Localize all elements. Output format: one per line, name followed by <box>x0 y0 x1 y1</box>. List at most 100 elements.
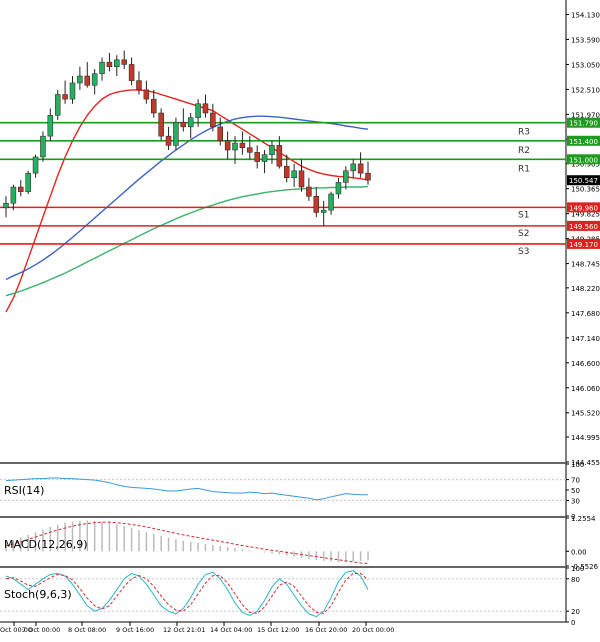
candle-up <box>187 117 194 128</box>
candle-down <box>357 163 364 174</box>
level-tag-bg <box>567 220 600 231</box>
candle-down <box>136 80 142 91</box>
candle-down <box>217 126 223 142</box>
sub-y-tick-label: 1.2554 <box>571 515 596 523</box>
candle-up <box>335 182 342 195</box>
candle-up <box>54 94 61 116</box>
x-tick-label: 8 Oct 08:00 <box>68 626 106 634</box>
x-tick-label: 12 Oct 21:01 <box>163 626 205 634</box>
candle-down <box>224 140 231 151</box>
candle-down <box>306 186 312 197</box>
sub-y-tick-label: 20 <box>571 608 580 616</box>
y-tick-label: 146.600 <box>571 360 600 368</box>
rsi-title: RSI(14) <box>4 484 44 497</box>
y-tick-label: 144.455 <box>571 459 600 467</box>
candle-down <box>158 112 164 137</box>
candle-up <box>173 122 179 146</box>
level-tag-bg <box>567 135 600 146</box>
x-tick-label: 9 Oct 16:00 <box>116 626 154 634</box>
candle-up <box>291 170 297 179</box>
y-tick-label: 153.050 <box>571 61 600 69</box>
candle-down <box>239 142 246 148</box>
candle-up <box>261 154 268 162</box>
candle-up <box>114 59 120 68</box>
level-tag-label: 149.560 <box>569 223 598 231</box>
candle-up <box>40 135 46 158</box>
level-name-r2: R2 <box>518 146 530 156</box>
x-tick-label: Oct 00:00 <box>0 626 32 634</box>
x-tick-label: 15 Oct 12:00 <box>257 626 299 634</box>
level-tag-label: 149.170 <box>569 241 598 249</box>
candle-up <box>25 172 31 192</box>
stoch-signal-line <box>5 572 369 614</box>
candle-up <box>232 142 238 151</box>
candle-down <box>180 122 187 128</box>
y-tick-label: 150.905 <box>571 161 600 169</box>
level-name-s2: S2 <box>518 229 529 239</box>
ma-line-1 <box>5 89 369 313</box>
candle-down <box>202 103 209 114</box>
x-tick-label: 16 Oct 20:00 <box>305 626 347 634</box>
y-tick-label: 146.060 <box>571 385 600 393</box>
sub-y-tick-label: 100 <box>571 565 584 573</box>
candle-up <box>3 202 9 209</box>
candle-down <box>165 135 172 146</box>
candle-up <box>269 145 275 155</box>
candle-up <box>350 163 356 172</box>
level-name-s1: S1 <box>518 210 529 220</box>
level-tag-label: 151.000 <box>569 156 598 164</box>
candle-up <box>320 209 327 213</box>
y-tick-label: 149.825 <box>571 211 600 219</box>
macd-title: MACD(12,26,9) <box>4 538 88 551</box>
sub-y-tick-label: -0.5526 <box>571 563 599 571</box>
sub-y-tick-label: 70 <box>571 477 580 485</box>
candle-down <box>247 147 253 153</box>
y-tick-label: 144.995 <box>571 434 600 442</box>
candle-up <box>343 170 349 183</box>
candle-down <box>84 75 91 86</box>
candle-down <box>298 170 305 188</box>
candle-up <box>195 103 201 118</box>
candle-down <box>128 64 135 81</box>
candle-down <box>276 145 283 167</box>
candle-up <box>47 115 54 137</box>
level-name-s3: S3 <box>518 247 529 257</box>
candle-down <box>313 196 320 213</box>
sub-y-tick-label: 0 <box>571 513 575 521</box>
candle-down <box>151 98 157 114</box>
candle-down <box>143 89 150 100</box>
rsi-line <box>5 477 368 501</box>
level-name-r3: R3 <box>518 128 530 138</box>
level-tag-label: 151.400 <box>569 138 598 146</box>
candle-down <box>210 112 216 128</box>
candle-up <box>69 82 76 100</box>
y-tick-label: 145.520 <box>571 410 600 418</box>
x-tick-label: 20 Oct 00:00 <box>352 626 394 634</box>
candle-up <box>77 75 83 84</box>
y-tick-label: 153.590 <box>571 36 600 44</box>
candle-down <box>121 59 127 65</box>
candle-down <box>365 172 371 181</box>
y-tick-label: 147.140 <box>571 335 600 343</box>
candle-up <box>32 156 39 174</box>
last-price-tag <box>567 175 600 186</box>
level-tag-label: 151.790 <box>569 120 598 128</box>
candle-down <box>283 165 290 179</box>
y-tick-label: 150.365 <box>571 186 600 194</box>
level-tag-label: 149.960 <box>569 204 598 212</box>
macd-signal-line <box>5 521 369 564</box>
candle-down <box>106 61 113 68</box>
x-tick-label: 14 Oct 04:00 <box>210 626 252 634</box>
level-tag-bg <box>567 238 600 249</box>
candle-down <box>62 94 68 100</box>
y-tick-label: 152.510 <box>571 86 600 94</box>
y-tick-label: 154.130 <box>571 11 600 19</box>
candle-down <box>18 186 24 192</box>
candle-up <box>328 193 334 211</box>
ma-line-2 <box>5 115 369 281</box>
candle-down <box>254 152 260 162</box>
sub-y-tick-label: 0 <box>571 619 575 627</box>
sub-y-tick-label: 30 <box>571 497 580 505</box>
